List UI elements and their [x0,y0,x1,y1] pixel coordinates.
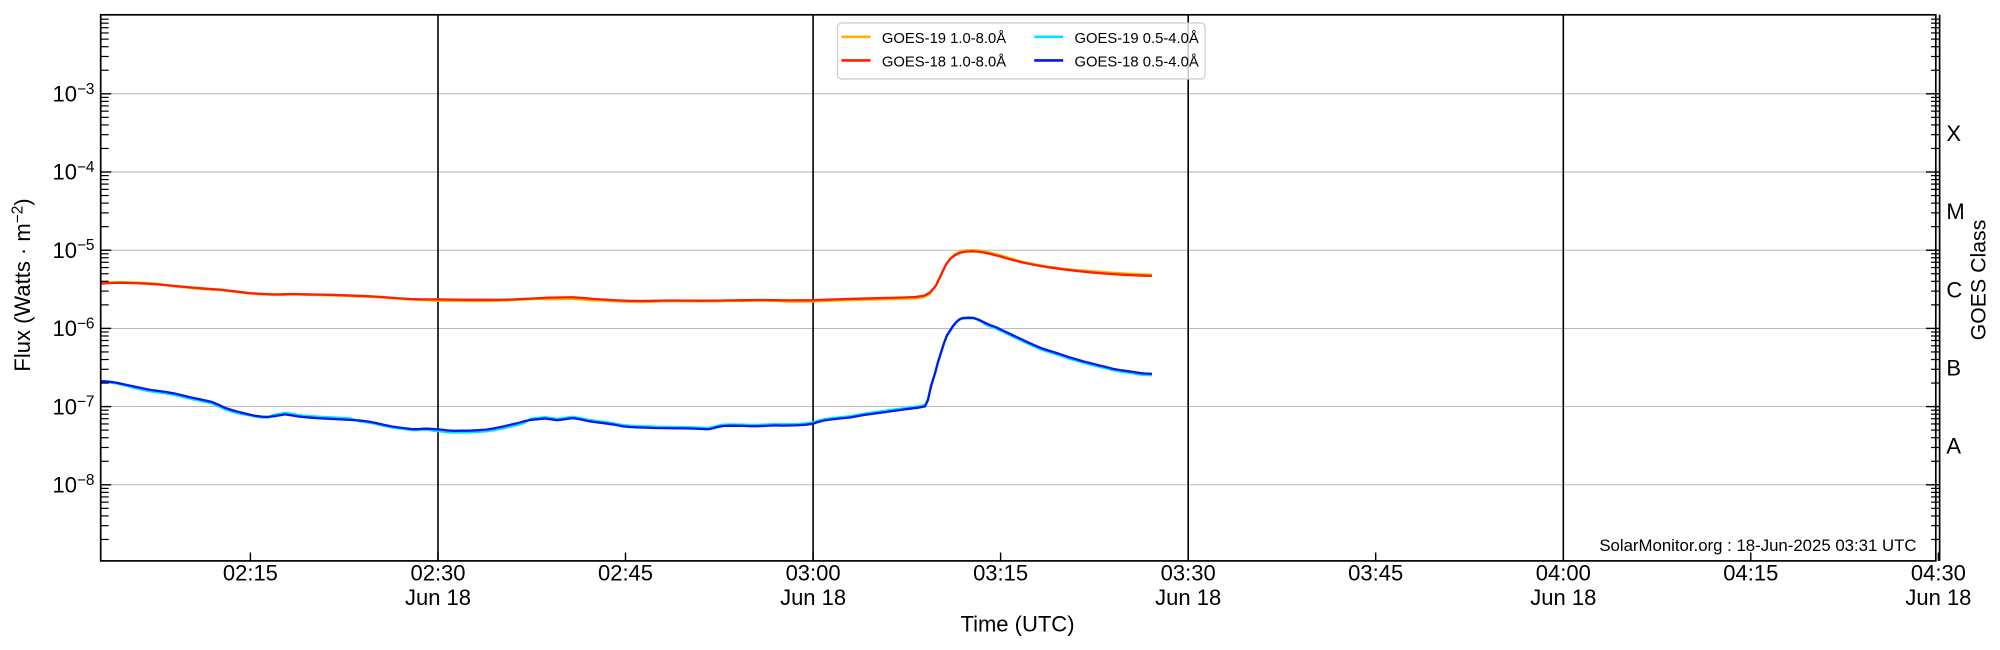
svg-text:M: M [1946,199,1964,224]
svg-text:04:30: 04:30 [1911,561,1966,586]
svg-text:04:15: 04:15 [1723,561,1778,586]
svg-text:GOES-19 1.0-8.0Å: GOES-19 1.0-8.0Å [882,30,1006,47]
svg-text:GOES-18 1.0-8.0Å: GOES-18 1.0-8.0Å [882,54,1006,71]
svg-text:Jun 18: Jun 18 [405,585,471,610]
svg-text:Jun 18: Jun 18 [780,585,846,610]
svg-text:02:45: 02:45 [598,561,653,586]
svg-text:GOES-19 0.5-4.0Å: GOES-19 0.5-4.0Å [1075,30,1199,47]
svg-text:02:15: 02:15 [223,561,278,586]
svg-text:03:00: 03:00 [786,561,841,586]
svg-text:B: B [1946,356,1961,381]
svg-text:A: A [1946,434,1961,459]
svg-text:10−6: 10−6 [52,315,94,341]
svg-text:Time (UTC): Time (UTC) [960,612,1074,637]
svg-text:04:00: 04:00 [1536,561,1591,586]
svg-text:Jun 18: Jun 18 [1155,585,1221,610]
svg-text:03:30: 03:30 [1161,561,1216,586]
svg-text:SolarMonitor.org : 18-Jun-2025: SolarMonitor.org : 18-Jun-2025 03:31 UTC [1599,536,1916,555]
svg-text:GOES Class: GOES Class [1967,220,1991,341]
svg-text:Jun 18: Jun 18 [1905,585,1971,610]
svg-text:03:45: 03:45 [1348,561,1403,586]
svg-text:02:30: 02:30 [410,561,465,586]
svg-text:03:15: 03:15 [973,561,1028,586]
svg-text:C: C [1946,277,1962,302]
svg-text:Flux (Watts · m−2): Flux (Watts · m−2) [9,198,35,371]
svg-text:Jun 18: Jun 18 [1530,585,1596,610]
svg-text:GOES-18 0.5-4.0Å: GOES-18 0.5-4.0Å [1075,54,1199,71]
svg-text:X: X [1946,121,1961,146]
